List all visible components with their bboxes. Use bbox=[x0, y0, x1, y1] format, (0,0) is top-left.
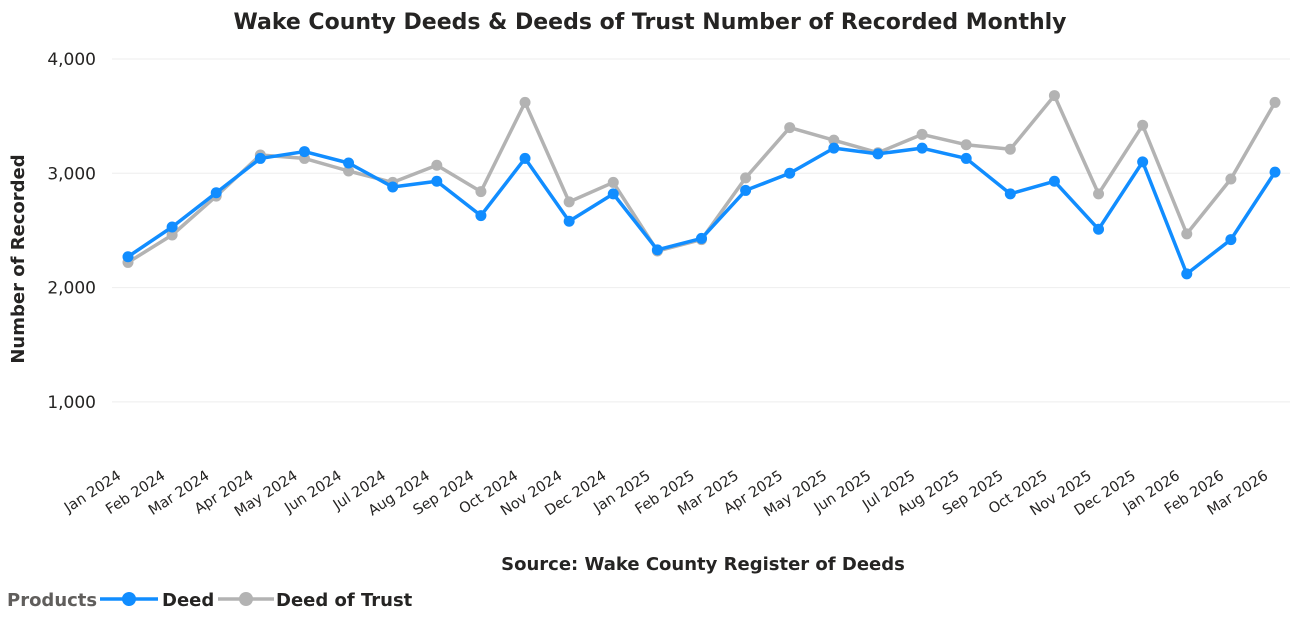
y-tick-label: 3,000 bbox=[47, 164, 96, 184]
data-point-deed[interactable] bbox=[1181, 268, 1193, 280]
data-point-deed-of-trust[interactable] bbox=[784, 122, 796, 134]
data-point-deed-of-trust[interactable] bbox=[916, 128, 928, 140]
data-point-deed[interactable] bbox=[387, 181, 399, 193]
legend-deed-of-trust-label: Deed of Trust bbox=[276, 590, 413, 611]
data-point-deed-of-trust[interactable] bbox=[166, 229, 178, 241]
data-point-deed-of-trust[interactable] bbox=[1225, 173, 1237, 185]
data-point-deed-of-trust[interactable] bbox=[431, 159, 443, 171]
data-point-deed[interactable] bbox=[828, 142, 840, 154]
data-point-deed[interactable] bbox=[1225, 234, 1237, 246]
data-point-deed[interactable] bbox=[166, 221, 178, 233]
data-point-deed[interactable] bbox=[122, 251, 134, 263]
data-point-deed[interactable] bbox=[475, 210, 487, 222]
data-point-deed[interactable] bbox=[298, 146, 310, 158]
data-point-deed-of-trust[interactable] bbox=[607, 176, 619, 188]
data-point-deed[interactable] bbox=[960, 152, 972, 164]
data-point-deed[interactable] bbox=[431, 175, 443, 187]
data-point-deed-of-trust[interactable] bbox=[828, 134, 840, 146]
legend-item-deed-of-trust[interactable]: Deed of Trust bbox=[218, 590, 413, 611]
data-point-deed[interactable] bbox=[343, 157, 355, 169]
data-point-deed[interactable] bbox=[696, 232, 707, 244]
legend-item-deed[interactable]: Deed bbox=[100, 590, 214, 611]
y-tick-label: 1,000 bbox=[47, 393, 96, 413]
series-deed bbox=[122, 142, 1281, 280]
y-tick-label: 2,000 bbox=[47, 279, 96, 299]
data-point-deed-of-trust[interactable] bbox=[343, 165, 355, 177]
data-point-deed[interactable] bbox=[872, 148, 884, 160]
chart-title: Wake County Deeds & Deeds of Trust Numbe… bbox=[233, 10, 1066, 35]
data-point-deed[interactable] bbox=[1048, 175, 1060, 187]
x-axis-label: Source: Wake County Register of Deeds bbox=[501, 554, 905, 575]
legend-deed-of-trust-swatch-dot bbox=[239, 592, 253, 606]
data-point-deed[interactable] bbox=[651, 244, 663, 256]
data-point-deed-of-trust[interactable] bbox=[960, 139, 972, 151]
data-point-deed[interactable] bbox=[210, 187, 222, 199]
data-point-deed[interactable] bbox=[254, 152, 266, 164]
series-lines bbox=[122, 90, 1281, 280]
legend-deed-label: Deed bbox=[162, 590, 214, 611]
data-point-deed-of-trust[interactable] bbox=[1093, 188, 1105, 200]
y-axis-ticks: 1,000 2,000 3,000 4,000 bbox=[47, 50, 96, 413]
data-point-deed[interactable] bbox=[916, 142, 928, 154]
data-point-deed-of-trust[interactable] bbox=[1137, 119, 1149, 131]
data-point-deed[interactable] bbox=[1269, 166, 1281, 178]
series-line-deed bbox=[126, 146, 1277, 276]
legend-deed-swatch-dot bbox=[122, 592, 136, 606]
y-axis-label: Number of Recorded bbox=[8, 154, 29, 363]
data-point-deed-of-trust[interactable] bbox=[740, 172, 752, 184]
data-point-deed[interactable] bbox=[1004, 188, 1016, 200]
data-point-deed-of-trust[interactable] bbox=[1269, 96, 1281, 108]
data-point-deed-of-trust[interactable] bbox=[1048, 90, 1060, 102]
legend-title: Products bbox=[7, 590, 97, 611]
data-point-deed[interactable] bbox=[740, 184, 752, 196]
data-point-deed-of-trust[interactable] bbox=[1004, 143, 1016, 155]
data-point-deed[interactable] bbox=[519, 152, 531, 164]
grid-lines bbox=[112, 58, 1290, 403]
legend: Products Deed Deed of Trust bbox=[7, 590, 413, 611]
data-point-deed[interactable] bbox=[784, 167, 796, 179]
data-point-deed[interactable] bbox=[563, 215, 575, 227]
data-point-deed-of-trust[interactable] bbox=[475, 186, 487, 198]
data-point-deed[interactable] bbox=[607, 188, 619, 200]
data-point-deed-of-trust[interactable] bbox=[563, 196, 575, 208]
data-point-deed-of-trust[interactable] bbox=[1181, 228, 1193, 240]
y-tick-label: 4,000 bbox=[47, 50, 96, 70]
data-point-deed-of-trust[interactable] bbox=[519, 96, 531, 108]
data-point-deed[interactable] bbox=[1093, 223, 1105, 235]
data-point-deed[interactable] bbox=[1137, 156, 1149, 168]
